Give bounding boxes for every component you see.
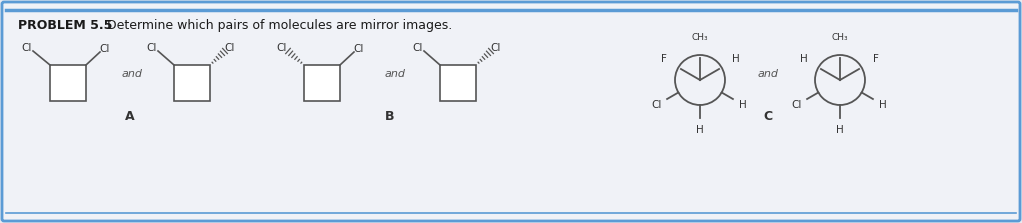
Text: and: and (757, 69, 779, 79)
Text: A: A (125, 109, 135, 122)
Text: Cl: Cl (21, 43, 32, 53)
Bar (304, 65, 340, 101)
Text: F: F (874, 54, 879, 64)
Text: H: H (733, 54, 740, 64)
Text: H: H (879, 100, 887, 110)
Bar (174, 65, 210, 101)
Text: PROBLEM 5.5: PROBLEM 5.5 (18, 19, 112, 32)
Text: and: and (384, 69, 406, 79)
Text: C: C (763, 109, 773, 122)
Bar (440, 65, 476, 101)
Text: Cl: Cl (100, 44, 110, 54)
Text: CH₃: CH₃ (692, 33, 708, 43)
Text: Cl: Cl (491, 43, 501, 53)
Text: Cl: Cl (354, 44, 364, 54)
Text: B: B (385, 109, 394, 122)
FancyBboxPatch shape (2, 2, 1020, 221)
Text: Determine which pairs of molecules are mirror images.: Determine which pairs of molecules are m… (103, 19, 453, 32)
Text: Cl: Cl (147, 43, 157, 53)
Text: Cl: Cl (651, 100, 662, 110)
Bar (50, 65, 86, 101)
Text: Cl: Cl (225, 43, 235, 53)
Text: F: F (660, 54, 666, 64)
Text: H: H (740, 100, 747, 110)
Text: Cl: Cl (277, 43, 287, 53)
Text: H: H (696, 125, 704, 135)
Text: H: H (800, 54, 807, 64)
Text: and: and (122, 69, 142, 79)
Text: CH₃: CH₃ (832, 33, 848, 43)
Text: Cl: Cl (413, 43, 423, 53)
Text: H: H (836, 125, 844, 135)
Text: Cl: Cl (791, 100, 802, 110)
